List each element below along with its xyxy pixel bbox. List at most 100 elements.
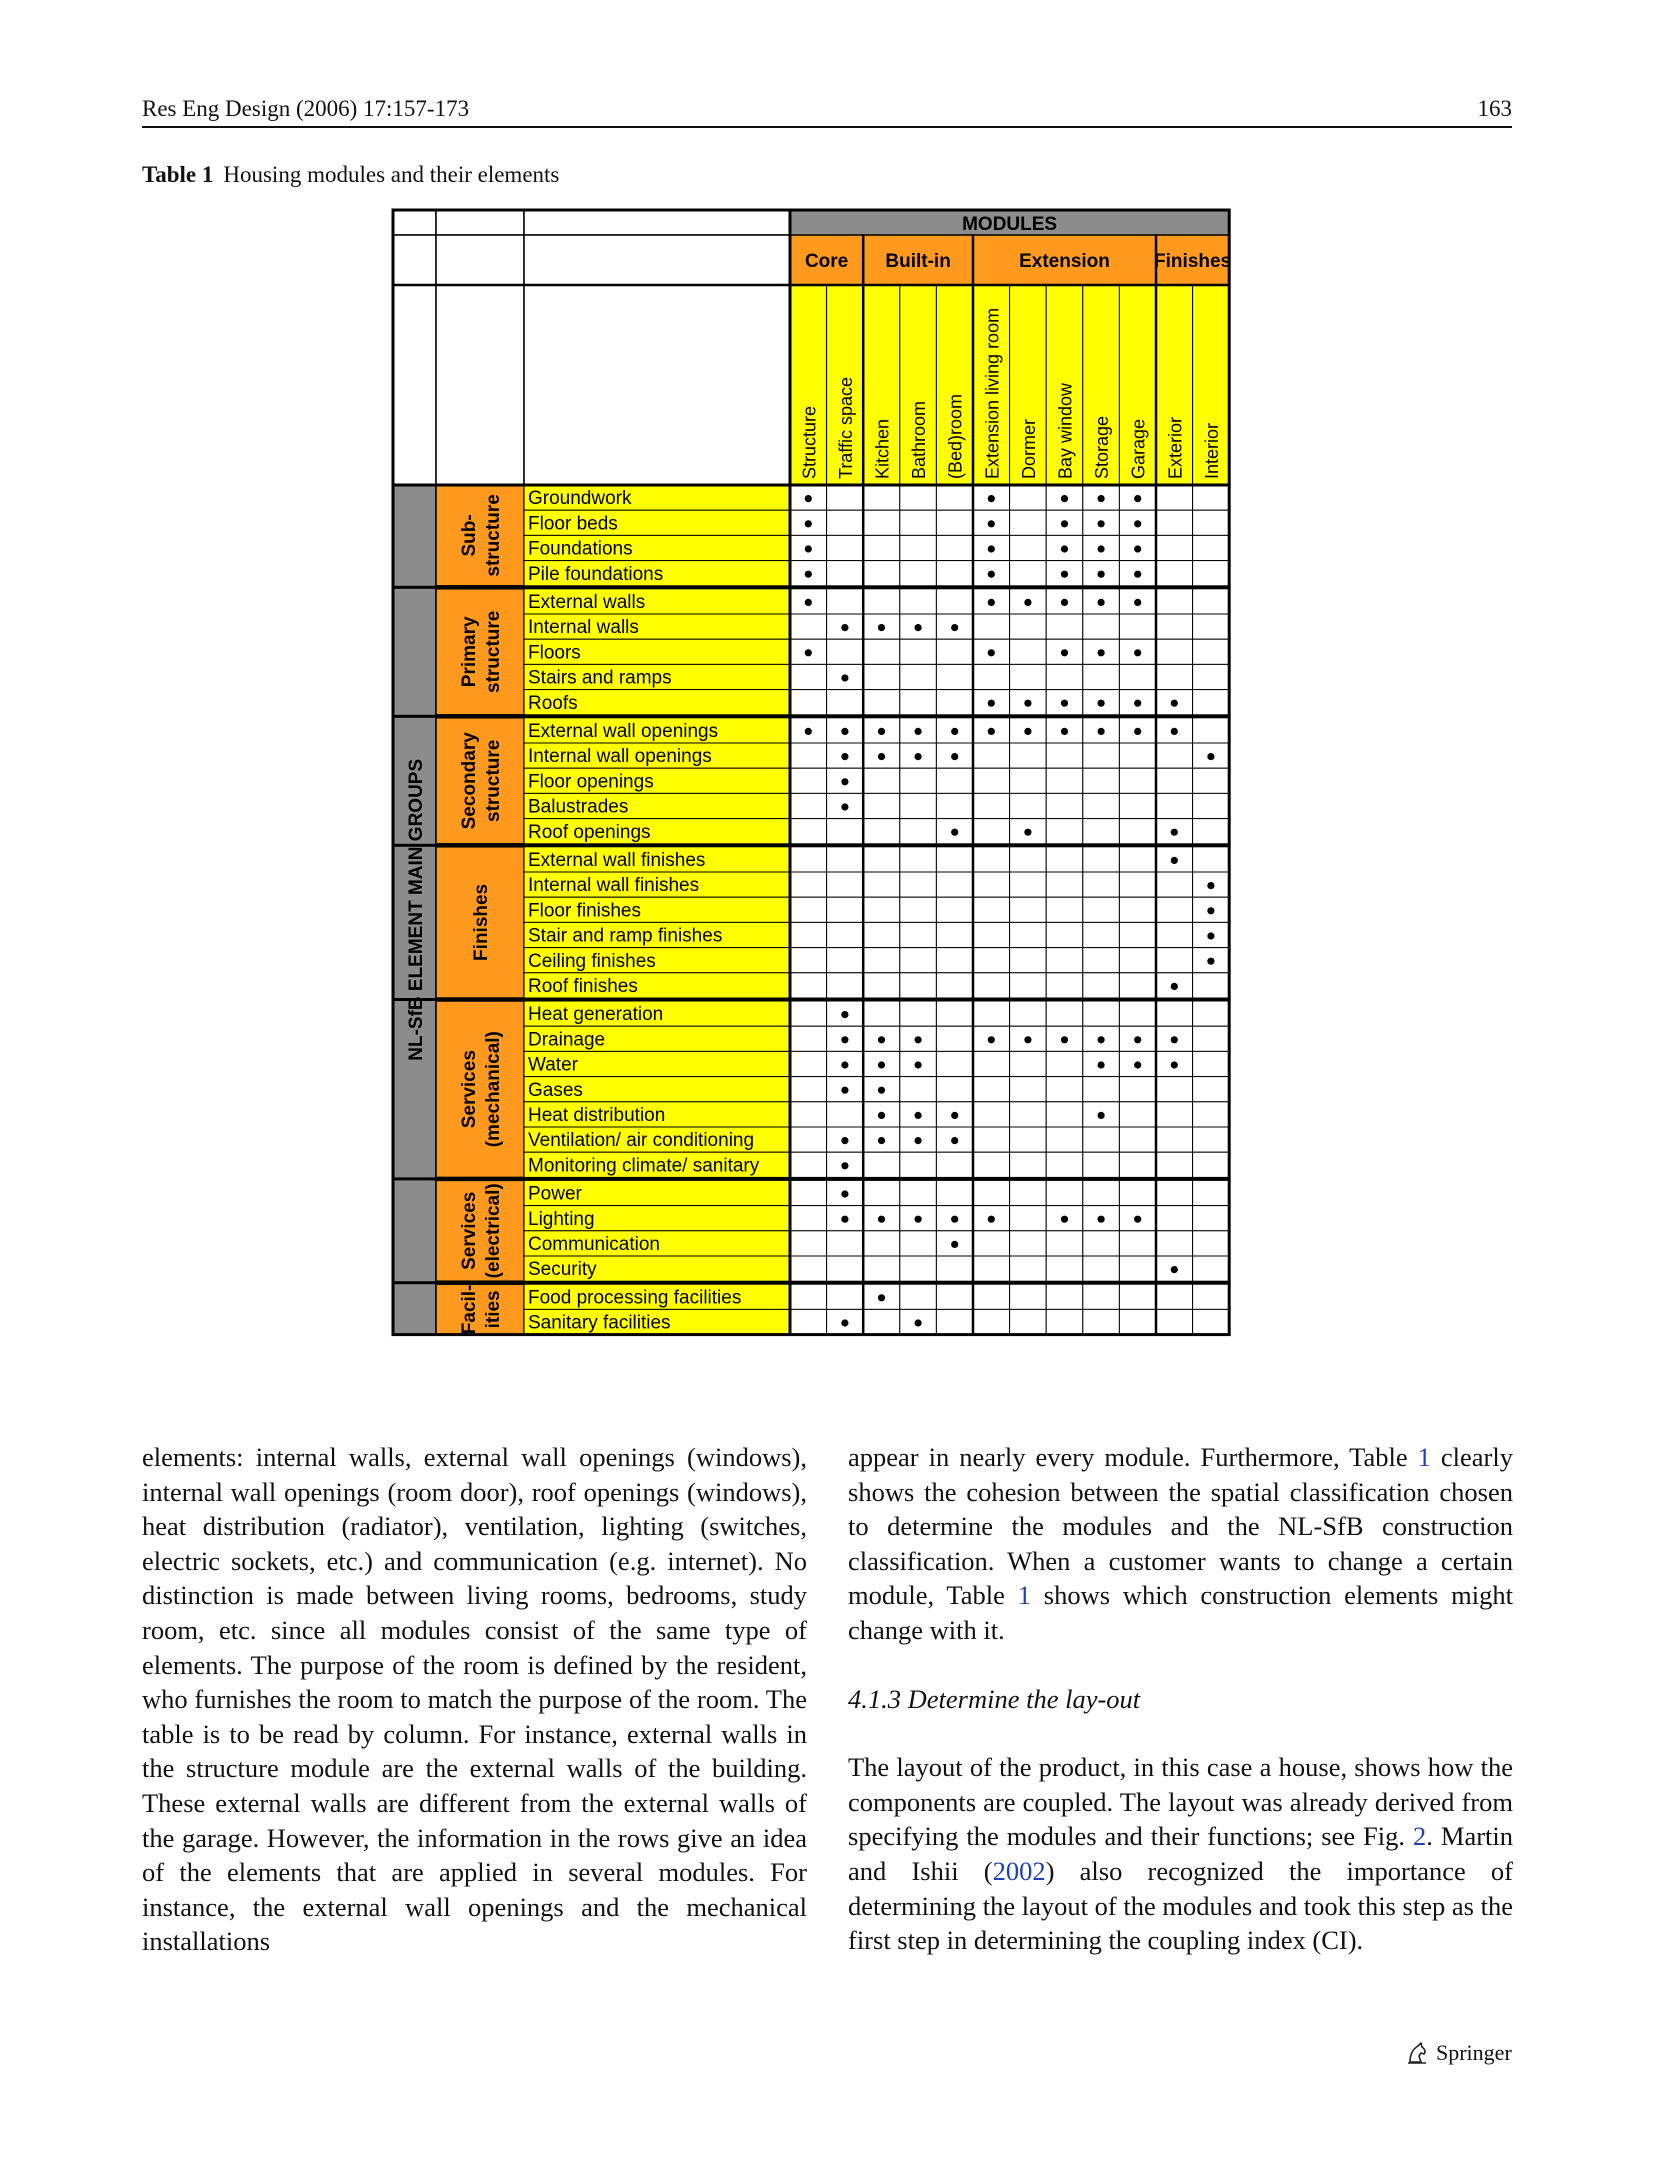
matrix-cell: [862, 896, 901, 923]
matrix-cell: [862, 947, 901, 974]
blank-header-cell: [523, 209, 791, 236]
matrix-cell: [935, 921, 974, 949]
matrix-cell: [1082, 947, 1120, 974]
matrix-cell: [972, 972, 1011, 999]
matrix-dot: [987, 699, 995, 707]
table-ref-link[interactable]: 1: [1017, 1580, 1031, 1611]
matrix-cell: [826, 947, 864, 974]
matrix-cell: [1045, 871, 1084, 898]
blank-header-cell: [523, 284, 791, 486]
matrix-cell: [1009, 534, 1047, 562]
matrix-cell: [789, 921, 828, 949]
matrix-cell: [1155, 663, 1194, 691]
column-header-label: Kitchen: [873, 419, 893, 479]
matrix-cell: [1082, 818, 1120, 845]
matrix-cell: [899, 534, 937, 562]
matrix-dot: [987, 545, 995, 553]
row-label: External wall openings: [528, 721, 718, 742]
table-ref-link[interactable]: 1: [1417, 1442, 1431, 1472]
matrix-cell: [1009, 484, 1047, 511]
row-label: Balustrades: [528, 797, 628, 818]
group-separator: [393, 1281, 1230, 1285]
matrix-dot: [987, 727, 995, 736]
matrix-cell: [1118, 742, 1157, 769]
header-rule: [142, 126, 1512, 128]
matrix-dot: [1134, 495, 1142, 503]
row-label: Internal wall finishes: [528, 875, 699, 896]
matrix-cell: [789, 1050, 828, 1078]
matrix-cell: [1155, 1000, 1194, 1027]
column-header-label: Bathroom: [909, 401, 929, 479]
matrix-cell: [862, 1255, 901, 1282]
row-label: Floor openings: [528, 771, 654, 792]
matrix-dot: [1060, 727, 1069, 736]
element-group-label: structure: [483, 611, 504, 693]
matrix-cell: [935, 1025, 974, 1052]
text-run: clearly shows the cohesion between the s…: [848, 1442, 1513, 1611]
matrix-cell: [1082, 613, 1120, 640]
matrix-cell: [1192, 1076, 1230, 1103]
matrix-dot: [841, 1319, 849, 1327]
row-label-cell: [523, 742, 791, 769]
matrix-cell: [1192, 717, 1230, 744]
matrix-dot: [1170, 828, 1178, 836]
citation-year-link[interactable]: 2002: [992, 1855, 1046, 1886]
row-label-cell: [523, 1076, 791, 1103]
matrix-cell: [935, 588, 974, 615]
matrix-cell: [789, 896, 828, 923]
matrix-dot: [1134, 1215, 1142, 1223]
row-label: Groundwork: [528, 488, 632, 509]
element-group-cell: [435, 1179, 525, 1282]
matrix-cell: [935, 792, 974, 820]
matrix-cell: [1045, 1179, 1084, 1207]
text-run: The layout of the product, in this case …: [848, 1752, 1513, 1852]
matrix-cell: [826, 1255, 864, 1282]
matrix-cell: [1192, 1308, 1230, 1336]
matrix-cell: [1082, 1255, 1120, 1282]
row-label: Ventilation/ air conditioning: [528, 1130, 754, 1151]
matrix-cell: [789, 972, 828, 999]
matrix-dot: [1060, 570, 1069, 578]
matrix-cell: [862, 767, 901, 794]
element-group-label: Primary: [459, 616, 480, 687]
row-label: Stair and ramp finishes: [528, 926, 722, 947]
matrix-dot: [914, 1061, 922, 1069]
row-label: Internal wall openings: [528, 746, 712, 767]
matrix-dot: [841, 1162, 849, 1170]
column-header-cell: [1009, 284, 1047, 486]
matrix-dot: [1024, 598, 1032, 607]
matrix-cell: [972, 1179, 1011, 1207]
row-label: Internal walls: [528, 617, 639, 638]
matrix-cell: [1082, 1126, 1120, 1153]
column-header-label: (Bed)room: [946, 394, 966, 479]
blank-header-cell: [435, 234, 525, 286]
matrix-cell: [1192, 1230, 1230, 1257]
matrix-dot: [987, 598, 995, 607]
figure-ref-link[interactable]: 2: [1413, 1821, 1427, 1852]
row-label: Floor finishes: [528, 900, 641, 921]
matrix-dot: [951, 1215, 959, 1223]
blank-header-cell: [392, 209, 437, 236]
matrix-cell: [1155, 560, 1194, 587]
blank-header-cell: [392, 284, 437, 486]
element-group-cell: [435, 484, 525, 587]
matrix-cell: [899, 638, 937, 665]
matrix-cell: [1192, 1000, 1230, 1027]
column-header-label: Storage: [1092, 416, 1112, 479]
matrix-cell: [972, 767, 1011, 794]
element-group-cell: [435, 1000, 525, 1179]
matrix-cell: [1192, 484, 1230, 511]
matrix-dot: [951, 727, 959, 736]
matrix-dot: [1207, 932, 1215, 940]
blank-header-cell: [435, 209, 525, 236]
matrix-cell: [1009, 1179, 1047, 1207]
matrix-dot: [1097, 649, 1105, 657]
matrix-cell: [899, 896, 937, 923]
row-label-cell: [523, 1308, 791, 1336]
matrix-cell: [1155, 484, 1194, 511]
matrix-dot: [1060, 598, 1069, 607]
matrix-dot: [1170, 1061, 1178, 1069]
matrix-cell: [1155, 896, 1194, 923]
row-label: Lighting: [528, 1209, 595, 1230]
matrix-cell: [862, 638, 901, 665]
